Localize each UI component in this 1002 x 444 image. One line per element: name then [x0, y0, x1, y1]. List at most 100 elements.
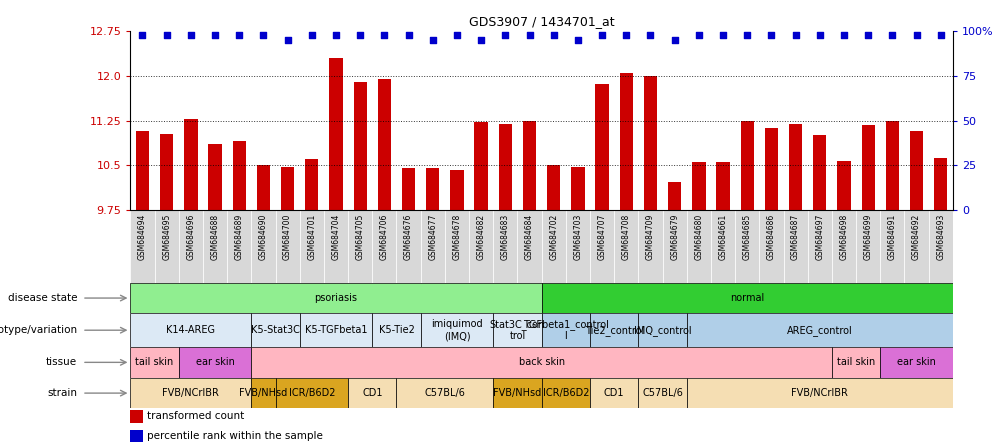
Text: GSM684691: GSM684691 [887, 214, 896, 260]
Bar [637, 378, 686, 408]
Bar [715, 163, 729, 210]
Point [835, 31, 851, 38]
Text: CD1: CD1 [603, 388, 624, 398]
Point [449, 31, 465, 38]
Text: GSM684694: GSM684694 [138, 214, 147, 260]
Text: C57BL/6: C57BL/6 [424, 388, 465, 398]
Bar [522, 120, 536, 210]
Bar [691, 162, 704, 210]
Text: GSM684682: GSM684682 [476, 214, 485, 260]
Text: GSM684680: GSM684680 [693, 214, 702, 260]
Bar [396, 210, 420, 283]
Bar [880, 347, 952, 378]
Text: GSM684684: GSM684684 [524, 214, 533, 260]
Bar [856, 210, 880, 283]
Bar [232, 141, 245, 210]
Text: FVB/NCrIBR: FVB/NCrIBR [791, 388, 848, 398]
Text: FVB/NHsd: FVB/NHsd [239, 388, 288, 398]
Bar [130, 430, 142, 442]
Bar [257, 165, 270, 210]
Text: tail skin: tail skin [836, 357, 875, 367]
Bar [589, 210, 613, 283]
Text: ICR/B6D2: ICR/B6D2 [542, 388, 588, 398]
Text: GSM684661: GSM684661 [717, 214, 726, 260]
Bar [420, 210, 445, 283]
Bar [353, 82, 367, 210]
Point [787, 31, 803, 38]
Bar [493, 313, 541, 347]
Text: disease state: disease state [8, 293, 77, 303]
Text: FVB/NHsd: FVB/NHsd [493, 388, 541, 398]
Text: GSM684683: GSM684683 [500, 214, 509, 260]
Text: ear skin: ear skin [896, 357, 935, 367]
Text: GSM684685: GSM684685 [742, 214, 750, 260]
Text: Stat3C_con
trol: Stat3C_con trol [489, 319, 544, 341]
Text: GSM684687: GSM684687 [791, 214, 800, 260]
Bar [348, 378, 396, 408]
Bar [813, 135, 826, 210]
Bar [252, 378, 276, 408]
Text: normal: normal [729, 293, 764, 303]
Point [376, 31, 392, 38]
Bar [759, 210, 783, 283]
Bar [734, 210, 759, 283]
Bar [130, 313, 252, 347]
Bar [130, 410, 142, 423]
Point [593, 31, 609, 38]
Point [328, 31, 344, 38]
Bar [372, 210, 396, 283]
Text: FVB/NCrIBR: FVB/NCrIBR [162, 388, 219, 398]
Bar [184, 119, 197, 210]
Bar [928, 210, 952, 283]
Text: GSM684697: GSM684697 [815, 214, 824, 260]
Bar [541, 313, 589, 347]
Text: GSM684688: GSM684688 [210, 214, 219, 260]
Title: GDS3907 / 1434701_at: GDS3907 / 1434701_at [468, 16, 614, 28]
Point [497, 31, 513, 38]
Bar [300, 313, 372, 347]
Bar [589, 313, 637, 347]
Point [473, 36, 489, 44]
Bar [469, 210, 493, 283]
Point [738, 31, 755, 38]
Point [231, 31, 247, 38]
Text: psoriasis: psoriasis [315, 293, 357, 303]
Text: GSM684700: GSM684700 [283, 214, 292, 260]
Bar [764, 128, 778, 210]
Point [811, 31, 827, 38]
Bar [396, 378, 493, 408]
Bar [202, 210, 226, 283]
Text: GSM684708: GSM684708 [621, 214, 630, 260]
Bar [281, 167, 294, 210]
Text: GSM684709: GSM684709 [645, 214, 654, 260]
Bar [637, 210, 662, 283]
Text: GSM684696: GSM684696 [186, 214, 195, 260]
Bar [667, 182, 680, 210]
Bar [160, 134, 173, 210]
Bar [493, 210, 517, 283]
Text: K5-Stat3C: K5-Stat3C [250, 325, 300, 335]
Bar [571, 167, 584, 210]
Bar [783, 210, 807, 283]
Bar [154, 210, 178, 283]
Bar [305, 159, 319, 210]
Bar [686, 313, 952, 347]
Point [690, 31, 706, 38]
Text: GSM684702: GSM684702 [549, 214, 558, 260]
Bar [445, 210, 469, 283]
Bar [933, 158, 947, 210]
Text: ICR/B6D2: ICR/B6D2 [289, 388, 335, 398]
Bar [474, 123, 487, 210]
Text: GSM684690: GSM684690 [259, 214, 268, 260]
Point [304, 31, 320, 38]
Text: GSM684686: GSM684686 [767, 214, 776, 260]
Point [280, 36, 296, 44]
Text: AREG_control: AREG_control [787, 325, 852, 336]
Bar [837, 161, 850, 210]
Point [763, 31, 779, 38]
Bar [643, 76, 656, 210]
Bar [252, 210, 276, 283]
Point [884, 31, 900, 38]
Point [860, 31, 876, 38]
Bar [710, 210, 734, 283]
